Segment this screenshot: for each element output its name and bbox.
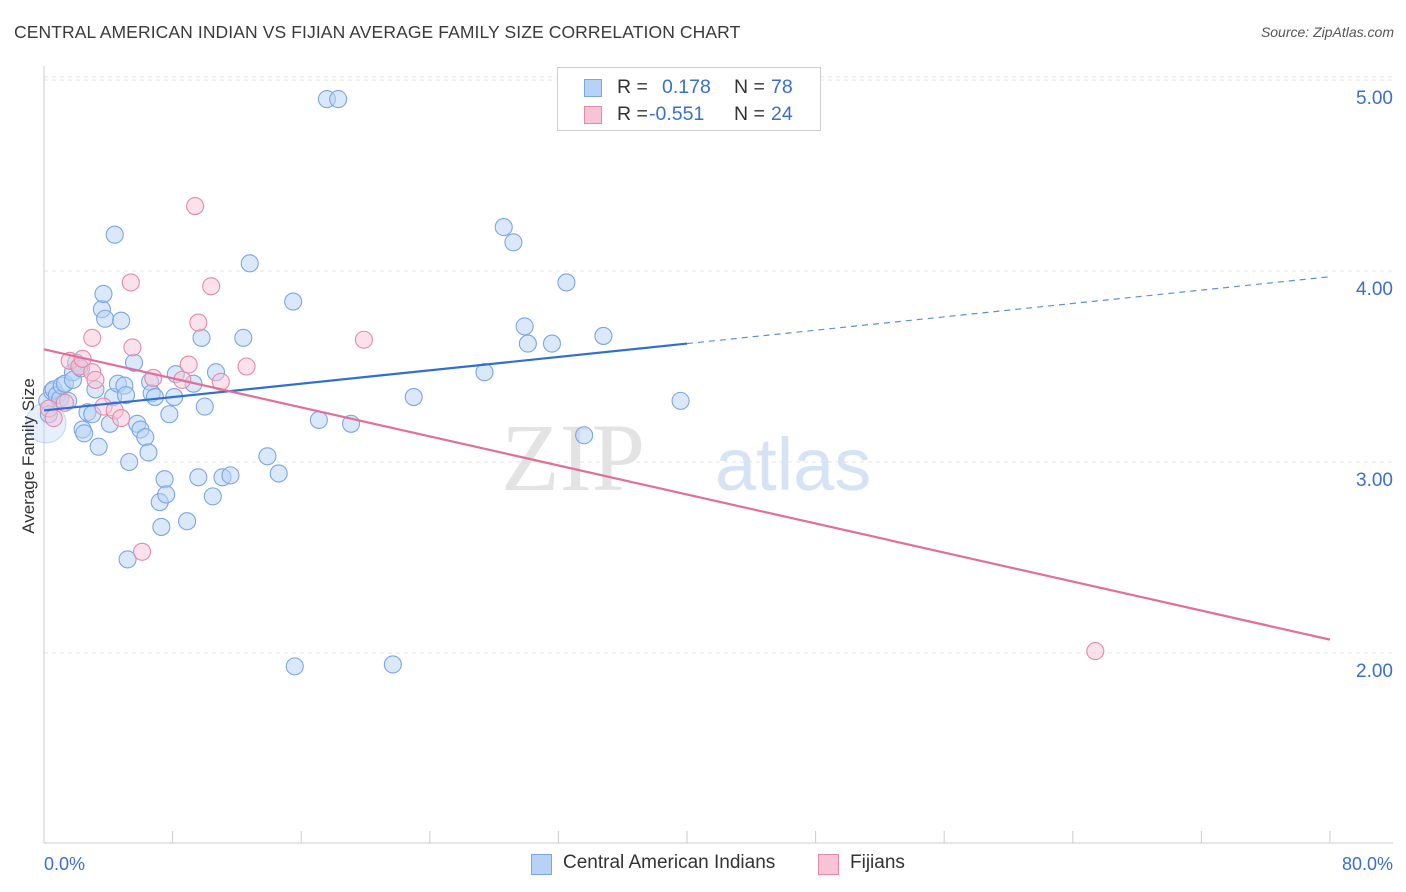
data-point xyxy=(542,334,562,353)
bottom-legend-label-pink: Fijians xyxy=(850,852,905,873)
data-point xyxy=(44,409,63,428)
data-point xyxy=(258,447,277,466)
legend-r-label: R = xyxy=(617,76,648,98)
zipatlas-watermark: ZIP atlas xyxy=(501,404,871,511)
data-point xyxy=(94,284,113,303)
data-point xyxy=(671,391,690,410)
trend-line-extension xyxy=(686,276,1331,345)
series-fijians xyxy=(39,197,1105,661)
data-point xyxy=(118,550,137,569)
data-point xyxy=(329,90,348,109)
trend-lines xyxy=(43,276,1331,641)
data-point xyxy=(96,309,115,328)
data-point xyxy=(139,443,158,462)
legend-n-value: 24 xyxy=(771,103,793,125)
data-point xyxy=(152,517,171,536)
data-point xyxy=(112,311,131,330)
data-point xyxy=(383,655,402,674)
legend-r-value: 0.178 xyxy=(662,76,711,98)
data-point xyxy=(240,254,259,273)
bottom-legend-label-blue: Central American Indians xyxy=(563,852,776,873)
chart-source: Source: ZipAtlas.com xyxy=(1260,24,1394,40)
y-tick-label: 2.00 xyxy=(1356,661,1393,682)
data-point xyxy=(269,464,288,483)
x-tick-label-min: 0.0% xyxy=(44,854,85,874)
data-point xyxy=(112,409,131,428)
data-point xyxy=(202,277,221,296)
trend-line-fijians xyxy=(43,348,1331,641)
data-point xyxy=(86,370,105,389)
axis-labels: 2.00 3.00 4.00 5.00 0.0% 80.0% Average Family … xyxy=(19,88,1393,874)
data-point xyxy=(157,485,176,504)
data-point xyxy=(575,426,594,445)
data-point xyxy=(189,313,208,332)
legend-n-value: 78 xyxy=(771,76,793,98)
data-point xyxy=(494,218,513,237)
data-point xyxy=(1086,642,1105,661)
watermark-atlas: atlas xyxy=(715,423,871,506)
data-point xyxy=(116,386,136,405)
data-point xyxy=(234,328,253,347)
data-point xyxy=(557,273,576,292)
chart-title: CENTRAL AMERICAN INDIAN VS FIJIAN AVERAG… xyxy=(14,22,741,42)
data-point xyxy=(354,330,373,349)
legend-swatch-pink xyxy=(584,106,602,124)
data-point xyxy=(594,326,613,345)
data-point xyxy=(179,355,198,374)
legend-r-label: R = xyxy=(617,103,648,125)
data-point xyxy=(285,657,304,676)
data-point xyxy=(309,410,328,430)
data-point xyxy=(120,452,139,472)
series-central-american-indians xyxy=(25,90,690,676)
data-point xyxy=(504,233,523,252)
y-axis-title: Average Family Size xyxy=(19,378,38,534)
legend-n-label: N = xyxy=(734,76,765,98)
data-point xyxy=(133,542,152,561)
legend-swatch-blue xyxy=(584,79,602,97)
data-point xyxy=(221,466,240,485)
data-point xyxy=(121,273,140,292)
data-point xyxy=(89,437,108,456)
bottom-legend-swatch-blue xyxy=(531,854,552,875)
legend-n-label: N = xyxy=(734,103,765,125)
data-point xyxy=(192,328,211,347)
y-tick-label: 5.00 xyxy=(1356,88,1393,109)
data-point xyxy=(155,470,174,489)
data-point xyxy=(75,424,94,443)
data-point xyxy=(123,338,142,357)
data-point xyxy=(105,225,124,244)
data-point xyxy=(178,512,197,531)
data-point xyxy=(186,197,205,216)
data-point xyxy=(189,468,208,487)
data-point xyxy=(83,328,102,347)
axes xyxy=(43,66,1393,844)
legend-r-value: -0.551 xyxy=(649,103,705,125)
data-point xyxy=(136,428,155,447)
data-point xyxy=(160,405,179,424)
data-point xyxy=(237,357,256,376)
y-tick-label: 3.00 xyxy=(1356,470,1393,491)
data-point xyxy=(518,334,537,353)
y-tick-label: 4.00 xyxy=(1356,279,1393,300)
data-point xyxy=(515,317,534,336)
correlation-legend: R = 0.178 N = 78 R = -0.551 N = 24 xyxy=(557,67,821,131)
bottom-legend-swatch-pink xyxy=(818,854,839,875)
data-point xyxy=(284,292,303,311)
data-point xyxy=(404,388,423,407)
data-point xyxy=(145,388,164,407)
data-point xyxy=(195,397,214,416)
x-tick-label-max: 80.0% xyxy=(1342,854,1393,874)
trend-line-central-american-indians xyxy=(43,342,688,412)
data-point xyxy=(203,487,222,506)
